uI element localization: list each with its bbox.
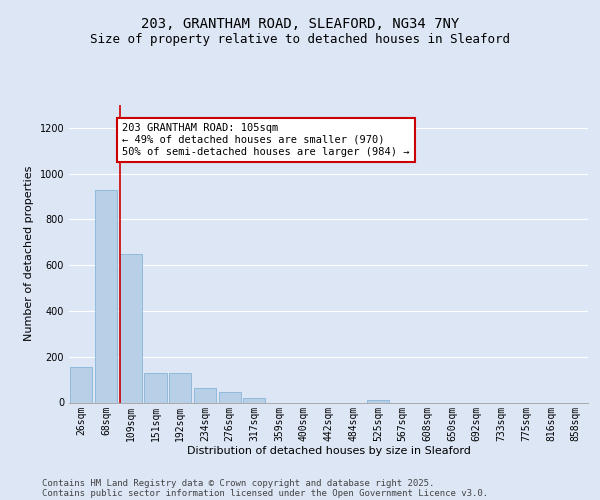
Bar — [367, 400, 389, 402]
Bar — [243, 398, 265, 402]
Bar — [95, 190, 117, 402]
Text: Size of property relative to detached houses in Sleaford: Size of property relative to detached ho… — [90, 32, 510, 46]
Bar — [70, 367, 92, 402]
Text: 203, GRANTHAM ROAD, SLEAFORD, NG34 7NY: 203, GRANTHAM ROAD, SLEAFORD, NG34 7NY — [141, 18, 459, 32]
Bar — [145, 373, 167, 402]
Bar — [218, 392, 241, 402]
X-axis label: Distribution of detached houses by size in Sleaford: Distribution of detached houses by size … — [187, 446, 470, 456]
Bar — [119, 254, 142, 402]
Y-axis label: Number of detached properties: Number of detached properties — [24, 166, 34, 342]
Text: 203 GRANTHAM ROAD: 105sqm
← 49% of detached houses are smaller (970)
50% of semi: 203 GRANTHAM ROAD: 105sqm ← 49% of detac… — [122, 124, 410, 156]
Text: Contains public sector information licensed under the Open Government Licence v3: Contains public sector information licen… — [42, 488, 488, 498]
Text: Contains HM Land Registry data © Crown copyright and database right 2025.: Contains HM Land Registry data © Crown c… — [42, 478, 434, 488]
Bar — [169, 373, 191, 402]
Bar — [194, 388, 216, 402]
